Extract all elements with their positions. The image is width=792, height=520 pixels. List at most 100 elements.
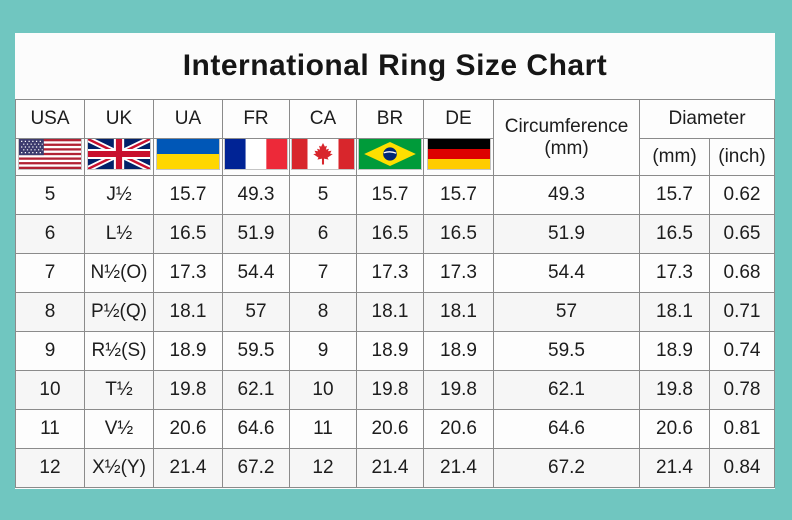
column-header-circumference: Circumference (mm) — [493, 99, 640, 176]
ukraine-flag-icon — [157, 139, 219, 169]
cell-ua: 15.7 — [153, 175, 223, 215]
cell-fr: 51.9 — [222, 214, 290, 254]
cell-diameter-inch: 0.65 — [708, 214, 776, 254]
cell-de: 18.9 — [423, 331, 494, 371]
cell-br: 15.7 — [356, 175, 424, 215]
column-header-usa: USA — [15, 99, 85, 139]
cell-circumference: 51.9 — [493, 214, 640, 254]
header-row-countries: USA UK UA FR CA BR DE Circumference (mm)… — [15, 99, 776, 176]
cell-circumference: 64.6 — [493, 409, 640, 449]
table-row: 11 V½ 20.6 64.6 11 20.6 20.6 64.6 20.6 0… — [15, 409, 776, 449]
cell-de: 17.3 — [423, 253, 494, 293]
cell-br: 21.4 — [356, 448, 424, 488]
flag-cell-germany — [423, 138, 494, 176]
cell-diameter-inch: 0.68 — [708, 253, 776, 293]
cell-fr: 57 — [222, 292, 290, 332]
cell-ua: 18.9 — [153, 331, 223, 371]
column-header-de: DE — [423, 99, 494, 139]
flag-cell-usa — [15, 138, 85, 176]
cell-diameter-mm: 15.7 — [639, 175, 710, 215]
cell-de: 15.7 — [423, 175, 494, 215]
cell-circumference: 54.4 — [493, 253, 640, 293]
cell-uk: R½(S) — [84, 331, 154, 371]
cell-diameter-inch: 0.78 — [708, 370, 776, 410]
cell-uk: J½ — [84, 175, 154, 215]
cell-ca: 9 — [289, 331, 357, 371]
cell-ca: 8 — [289, 292, 357, 332]
cell-ca: 7 — [289, 253, 357, 293]
flag-cell-brazil — [356, 138, 424, 176]
cell-diameter-inch: 0.84 — [708, 448, 776, 488]
cell-uk: N½(O) — [84, 253, 154, 293]
diameter-inch-header: (inch) — [708, 138, 776, 176]
cell-diameter-inch: 0.71 — [708, 292, 776, 332]
cell-fr: 54.4 — [222, 253, 290, 293]
cell-fr: 59.5 — [222, 331, 290, 371]
flag-cell-uk — [84, 138, 154, 176]
cell-circumference: 62.1 — [493, 370, 640, 410]
cell-fr: 49.3 — [222, 175, 290, 215]
cell-de: 19.8 — [423, 370, 494, 410]
cell-fr: 64.6 — [222, 409, 290, 449]
cell-ua: 20.6 — [153, 409, 223, 449]
table-row: 10 T½ 19.8 62.1 10 19.8 19.8 62.1 19.8 0… — [15, 370, 776, 410]
cell-fr: 62.1 — [222, 370, 290, 410]
cell-uk: T½ — [84, 370, 154, 410]
cell-usa: 10 — [15, 370, 85, 410]
column-header-uk: UK — [84, 99, 154, 139]
chart-panel: International Ring Size Chart USA UK UA … — [15, 33, 776, 489]
cell-ca: 10 — [289, 370, 357, 410]
brazil-flag-icon — [359, 139, 421, 169]
cell-ua: 21.4 — [153, 448, 223, 488]
cell-usa: 11 — [15, 409, 85, 449]
table-row: 12 X½(Y) 21.4 67.2 12 21.4 21.4 67.2 21.… — [15, 448, 776, 488]
column-header-ua: UA — [153, 99, 223, 139]
cell-ua: 16.5 — [153, 214, 223, 254]
cell-ua: 18.1 — [153, 292, 223, 332]
flag-cell-ukraine — [153, 138, 223, 176]
flag-cell-france — [222, 138, 290, 176]
cell-de: 21.4 — [423, 448, 494, 488]
column-header-diameter: Diameter — [638, 99, 776, 139]
cell-br: 18.9 — [356, 331, 424, 371]
cell-br: 19.8 — [356, 370, 424, 410]
ring-size-table: USA UK UA FR CA BR DE Circumference (mm)… — [15, 99, 776, 488]
cell-ua: 19.8 — [153, 370, 223, 410]
cell-ca: 12 — [289, 448, 357, 488]
cell-uk: V½ — [84, 409, 154, 449]
column-header-ca: CA — [289, 99, 357, 139]
cell-usa: 7 — [15, 253, 85, 293]
cell-ca: 5 — [289, 175, 357, 215]
cell-fr: 67.2 — [222, 448, 290, 488]
cell-circumference: 49.3 — [493, 175, 640, 215]
table-row: 8 P½(Q) 18.1 57 8 18.1 18.1 57 18.1 0.71 — [15, 292, 776, 332]
cell-diameter-mm: 18.1 — [639, 292, 710, 332]
cell-ca: 11 — [289, 409, 357, 449]
uk-flag-icon — [88, 139, 150, 169]
cell-br: 18.1 — [356, 292, 424, 332]
cell-diameter-mm: 16.5 — [639, 214, 710, 254]
cell-de: 20.6 — [423, 409, 494, 449]
cell-circumference: 67.2 — [493, 448, 640, 488]
cell-diameter-mm: 20.6 — [639, 409, 710, 449]
cell-ua: 17.3 — [153, 253, 223, 293]
cell-diameter-mm: 17.3 — [639, 253, 710, 293]
germany-flag-icon — [427, 139, 490, 169]
cell-diameter-inch: 0.74 — [708, 331, 776, 371]
cell-usa: 8 — [15, 292, 85, 332]
flag-cell-canada — [289, 138, 357, 176]
cell-diameter-inch: 0.62 — [708, 175, 776, 215]
table-row: 7 N½(O) 17.3 54.4 7 17.3 17.3 54.4 17.3 … — [15, 253, 776, 293]
cell-br: 16.5 — [356, 214, 424, 254]
column-header-br: BR — [356, 99, 424, 139]
cell-br: 20.6 — [356, 409, 424, 449]
column-header-fr: FR — [222, 99, 290, 139]
canada-flag-icon — [292, 139, 354, 169]
cell-usa: 5 — [15, 175, 85, 215]
usa-flag-icon — [19, 139, 81, 169]
cell-usa: 9 — [15, 331, 85, 371]
table-row: 5 J½ 15.7 49.3 5 15.7 15.7 49.3 15.7 0.6… — [15, 175, 776, 215]
cell-de: 16.5 — [423, 214, 494, 254]
cell-uk: P½(Q) — [84, 292, 154, 332]
cell-de: 18.1 — [423, 292, 494, 332]
